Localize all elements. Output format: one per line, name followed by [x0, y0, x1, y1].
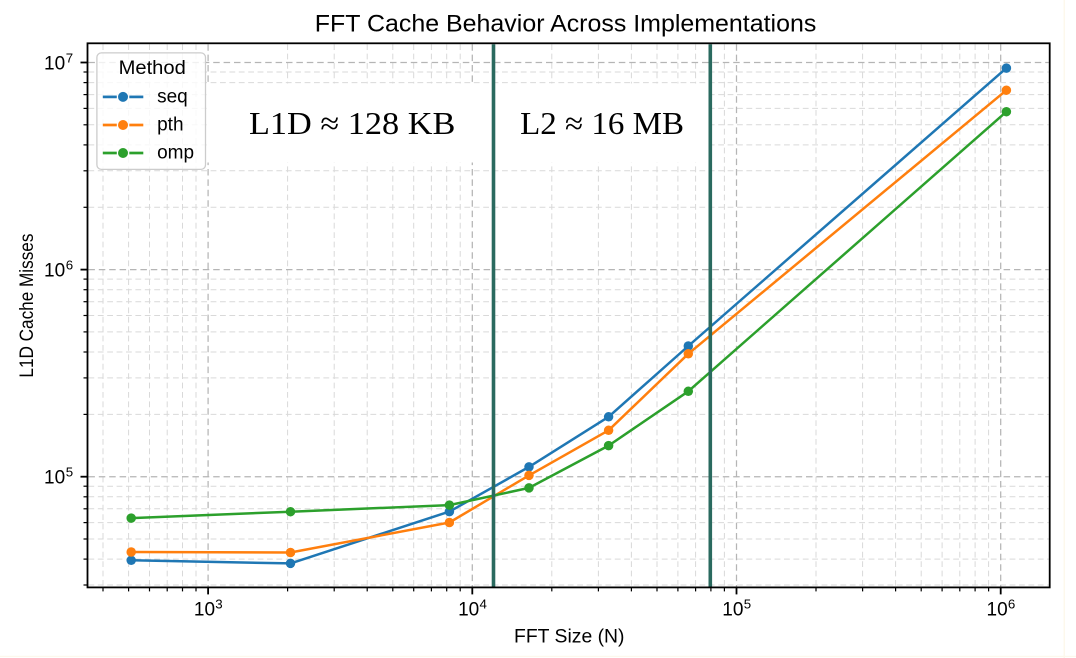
svg-text:10: 10	[722, 599, 743, 620]
svg-text:5: 5	[66, 465, 73, 480]
svg-text:10: 10	[194, 599, 215, 620]
svg-text:Method: Method	[119, 58, 186, 79]
svg-text:4: 4	[480, 596, 487, 611]
svg-text:L1D Cache Misses: L1D Cache Misses	[17, 234, 38, 378]
svg-text:L1D ≈ 128 KB: L1D ≈ 128 KB	[249, 105, 455, 141]
svg-text:FFT Size (N): FFT Size (N)	[514, 627, 625, 648]
svg-text:3: 3	[215, 596, 222, 611]
svg-text:10: 10	[44, 53, 65, 74]
svg-text:5: 5	[744, 596, 751, 611]
svg-text:10: 10	[44, 468, 65, 489]
svg-text:L2 ≈ 16 MB: L2 ≈ 16 MB	[520, 105, 684, 141]
svg-text:10: 10	[44, 261, 65, 282]
svg-text:seq: seq	[157, 86, 188, 107]
svg-text:6: 6	[1008, 596, 1015, 611]
svg-text:10: 10	[987, 599, 1008, 620]
svg-text:6: 6	[66, 257, 73, 272]
svg-text:omp: omp	[157, 142, 194, 163]
svg-text:FFT Cache Behavior Across Impl: FFT Cache Behavior Across Implementation…	[315, 11, 816, 38]
svg-text:pth: pth	[157, 114, 183, 135]
svg-text:7: 7	[66, 50, 73, 65]
svg-text:10: 10	[458, 599, 479, 620]
